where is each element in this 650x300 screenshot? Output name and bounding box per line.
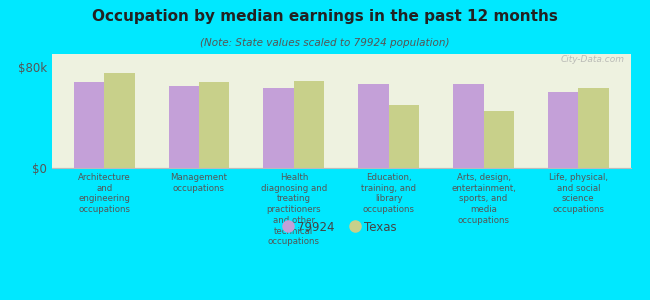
Bar — [168, 86, 199, 168]
Bar — [74, 82, 104, 168]
Bar — [263, 88, 294, 168]
Bar — [294, 81, 324, 168]
Text: (Note: State values scaled to 79924 population): (Note: State values scaled to 79924 popu… — [200, 38, 450, 47]
Bar — [548, 92, 578, 168]
Bar — [104, 73, 135, 168]
Legend: 79924, Texas: 79924, Texas — [280, 215, 403, 240]
Text: City-Data.com: City-Data.com — [561, 55, 625, 64]
Text: Occupation by median earnings in the past 12 months: Occupation by median earnings in the pas… — [92, 9, 558, 24]
Bar — [578, 88, 608, 168]
Bar — [453, 84, 484, 168]
Bar — [484, 111, 514, 168]
Bar — [199, 82, 229, 168]
Bar — [358, 84, 389, 168]
Bar — [389, 105, 419, 168]
